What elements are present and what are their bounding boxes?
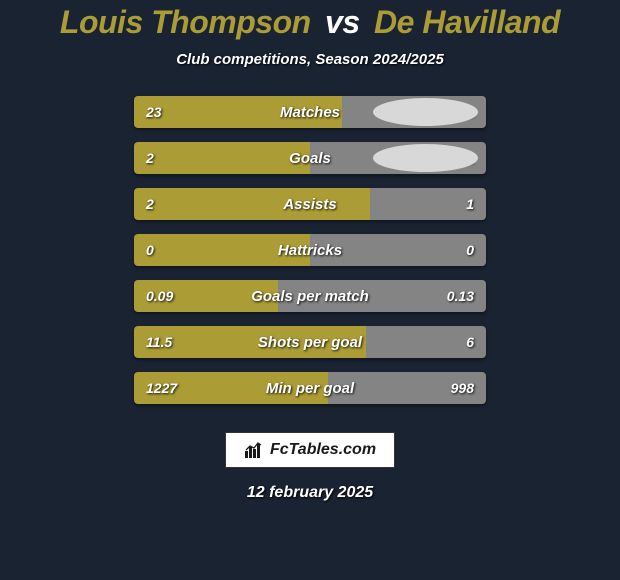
stat-row: 2Assists1: [134, 188, 486, 220]
player2-photo: [373, 144, 478, 172]
subtitle: Club competitions, Season 2024/2025: [176, 51, 444, 68]
stat-row: 2Goals2: [134, 142, 486, 174]
vs-label: vs: [325, 4, 360, 40]
stat-row: 11.5Shots per goal6: [134, 326, 486, 358]
bar-segment-right: [328, 372, 486, 404]
source-logo: FcTables.com: [225, 432, 395, 468]
stat-bar: 1227Min per goal998: [134, 372, 486, 404]
generated-date: 12 february 2025: [247, 484, 373, 502]
stat-row: 0.09Goals per match0.13: [134, 280, 486, 312]
stat-bar: 2Assists1: [134, 188, 486, 220]
stat-row: 0Hattricks0: [134, 234, 486, 266]
player1-name: Louis Thompson: [60, 4, 311, 40]
bar-segment-right: [366, 326, 486, 358]
stat-row: 1227Min per goal998: [134, 372, 486, 404]
stat-row: 23Matches16: [134, 96, 486, 128]
bar-segment-left: [134, 188, 370, 220]
bar-segment-left: [134, 326, 366, 358]
bar-segment-right: [278, 280, 486, 312]
player2-photo: [373, 98, 478, 126]
bar-segment-right: [310, 234, 486, 266]
bars-icon: [244, 441, 264, 459]
stat-bar: 0.09Goals per match0.13: [134, 280, 486, 312]
stat-bar: 0Hattricks0: [134, 234, 486, 266]
page-title: Louis Thompson vs De Havilland: [60, 4, 560, 41]
comparison-infographic: Louis Thompson vs De Havilland Club comp…: [0, 0, 620, 580]
bar-segment-left: [134, 96, 342, 128]
logo-text: FcTables.com: [270, 441, 376, 459]
bar-segment-right: [370, 188, 486, 220]
stat-rows: 23Matches16 2Goals2 2Assists1 0Hattricks0 0.…: [134, 96, 486, 418]
bar-segment-left: [134, 142, 310, 174]
bar-segment-left: [134, 372, 328, 404]
stat-bar: 11.5Shots per goal6: [134, 326, 486, 358]
bar-segment-left: [134, 234, 310, 266]
bar-segment-left: [134, 280, 278, 312]
player2-name: De Havilland: [374, 4, 560, 40]
